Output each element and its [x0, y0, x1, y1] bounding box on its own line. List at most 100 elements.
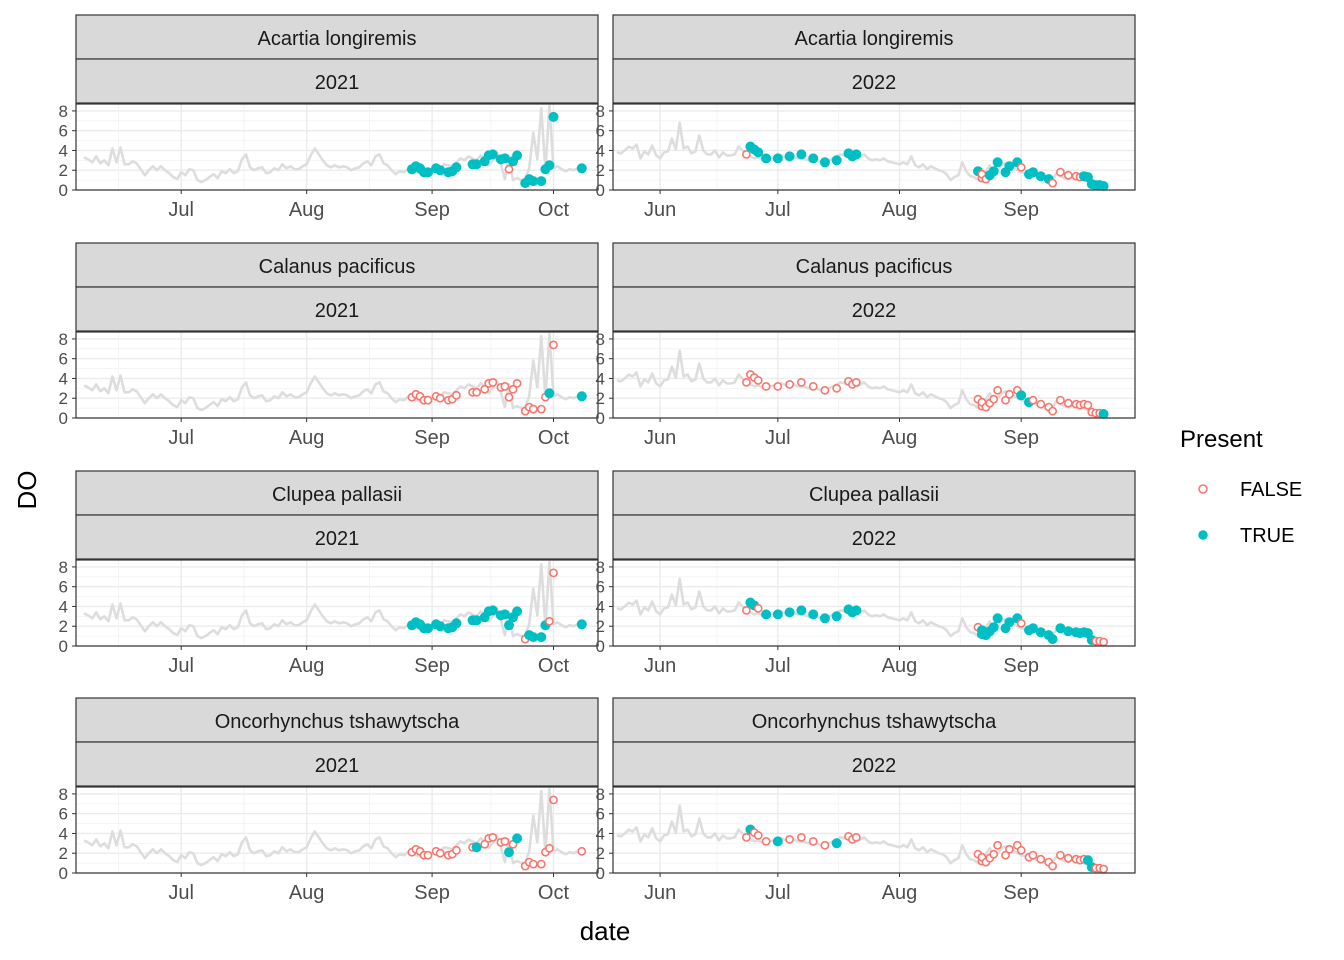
strip-species-label: Oncorhynchus tshawytscha — [752, 711, 997, 733]
point-present-false — [577, 846, 587, 856]
strip-species — [612, 697, 1136, 743]
point-present-false — [808, 837, 818, 846]
x-tick-label: Sep — [414, 199, 450, 221]
x-tick-label: Sep — [1003, 655, 1039, 677]
point-present-true — [576, 619, 587, 630]
point-present-true — [1028, 623, 1039, 634]
point-present-true — [988, 166, 999, 177]
y-tick-label: 4 — [59, 141, 68, 160]
legend: Present FALSE TRUE — [1180, 426, 1302, 547]
y-tick-label: 8 — [59, 785, 68, 804]
point-present-true — [487, 605, 498, 616]
strip-year-label: 2021 — [315, 528, 360, 550]
x-tick-label: Sep — [414, 427, 450, 449]
y-tick-label: 2 — [596, 161, 605, 180]
y-tick-label: 0 — [596, 181, 605, 200]
point-present-false — [1083, 400, 1093, 410]
point-present-false — [423, 395, 433, 405]
legend-label-false: FALSE — [1240, 479, 1302, 501]
point-present-true — [772, 153, 783, 164]
y-tick-label: 2 — [59, 617, 68, 636]
point-present-false — [549, 340, 558, 350]
x-tick-label: Aug — [882, 655, 918, 677]
y-tick-label: 6 — [596, 805, 605, 824]
point-present-false — [504, 392, 514, 402]
y-tick-label: 0 — [596, 637, 605, 656]
point-present-false — [1036, 399, 1046, 409]
point-present-true — [831, 611, 842, 622]
point-present-false — [1099, 864, 1108, 874]
x-tick-label: Jul — [168, 199, 194, 221]
x-tick-label: Sep — [1003, 427, 1039, 449]
x-tick-label: Jul — [765, 882, 791, 904]
y-axis-title: DO — [12, 471, 42, 510]
strip-species-label: Acartia longiremis — [258, 28, 417, 50]
y-tick-label: 8 — [596, 102, 605, 121]
y-tick-label: 8 — [59, 330, 68, 349]
x-tick-label: Aug — [882, 882, 918, 904]
point-present-false — [451, 845, 461, 855]
strip-species — [75, 14, 599, 60]
y-tick-label: 4 — [59, 597, 68, 616]
point-present-true — [503, 847, 514, 858]
strip-year-label: 2022 — [852, 528, 897, 550]
point-present-false — [761, 381, 771, 391]
point-present-false — [1016, 845, 1026, 855]
point-present-true — [1004, 617, 1015, 628]
x-tick-label: Aug — [289, 427, 325, 449]
point-present-false — [808, 381, 818, 391]
point-present-true — [1016, 390, 1027, 401]
strip-year-label: 2022 — [852, 300, 897, 322]
plot-background — [613, 560, 1135, 646]
point-present-true — [576, 391, 587, 402]
point-present-false — [512, 378, 522, 388]
y-tick-label: 0 — [59, 864, 68, 883]
point-present-true — [422, 167, 433, 178]
legend-title: Present — [1180, 426, 1263, 453]
point-present-false — [1036, 854, 1046, 864]
point-present-true — [512, 606, 523, 617]
point-present-true — [784, 151, 795, 162]
point-present-true — [451, 618, 462, 629]
point-present-false — [480, 384, 490, 394]
y-tick-label: 6 — [59, 805, 68, 824]
point-present-false — [488, 833, 498, 842]
point-present-true — [435, 165, 446, 176]
strip-species — [75, 242, 599, 288]
strip-year-label: 2022 — [852, 72, 897, 94]
y-tick-label: 6 — [59, 350, 68, 369]
point-present-false — [1001, 395, 1010, 405]
point-present-false — [1005, 389, 1014, 399]
y-tick-label: 8 — [596, 558, 605, 577]
point-present-true — [1098, 181, 1109, 192]
x-tick-label: Aug — [882, 427, 918, 449]
point-present-false — [500, 837, 510, 846]
panel-border — [612, 559, 1136, 647]
legend-key-true — [1198, 530, 1208, 540]
point-present-true — [819, 613, 830, 624]
point-present-true — [988, 622, 999, 633]
y-tick-label: 0 — [59, 637, 68, 656]
panel-border — [612, 331, 1136, 419]
y-tick-label: 6 — [596, 578, 605, 597]
point-present-false — [993, 840, 1002, 850]
plot-background — [76, 787, 598, 873]
strip-year-label: 2021 — [315, 72, 360, 94]
point-present-false — [785, 835, 794, 844]
y-tick-label: 8 — [596, 330, 605, 349]
x-tick-label: Jul — [765, 427, 791, 449]
point-present-true — [544, 160, 555, 171]
point-present-false — [753, 375, 763, 385]
y-tick-label: 4 — [59, 369, 68, 388]
y-tick-label: 6 — [596, 122, 605, 141]
strip-species-label: Acartia longiremis — [795, 28, 954, 50]
point-present-true — [831, 838, 842, 849]
strip-species — [612, 470, 1136, 516]
x-tick-label: Aug — [289, 882, 325, 904]
strip-year-label: 2022 — [852, 755, 897, 777]
point-present-false — [423, 850, 433, 860]
point-present-true — [512, 833, 523, 844]
